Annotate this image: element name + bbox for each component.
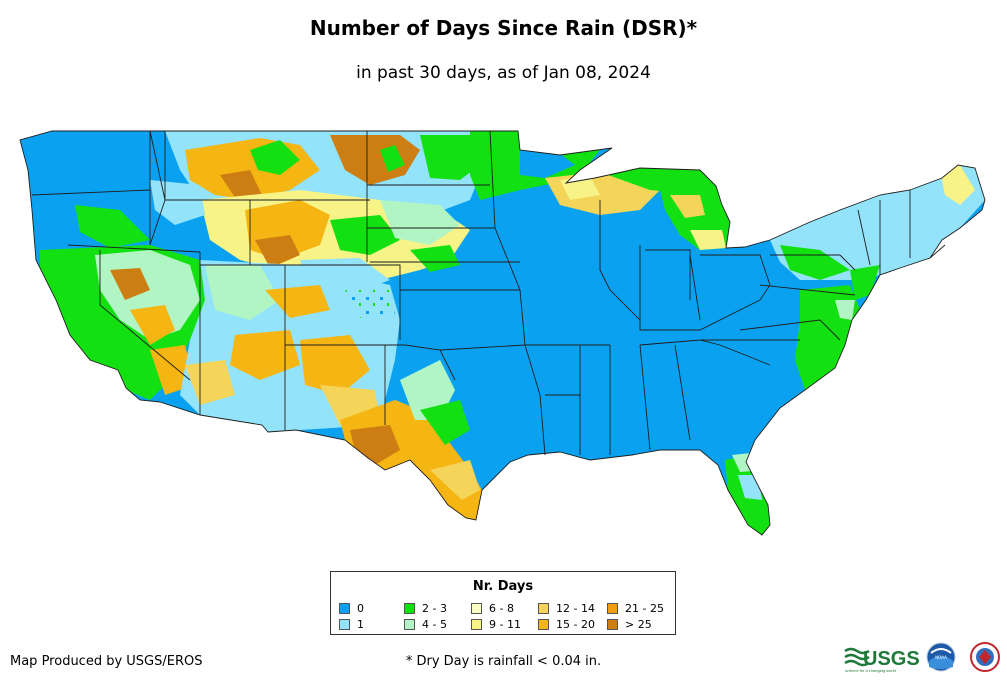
agency-logos: USGS science for a changing world NOAA bbox=[844, 642, 1000, 673]
legend-label-2: 2 - 3 bbox=[422, 602, 447, 615]
legend-item-2: 2 - 3 bbox=[404, 602, 447, 615]
map-subtitle: in past 30 days, as of Jan 08, 2024 bbox=[356, 63, 651, 83]
legend-title: Nr. Days bbox=[472, 579, 534, 594]
legend-item-0: 0 bbox=[339, 602, 364, 615]
legend-item-5: 9 - 11 bbox=[471, 618, 521, 631]
legend-item-7: 15 - 20 bbox=[538, 618, 595, 631]
legend-label-3: 4 - 5 bbox=[422, 618, 447, 631]
nws-logo bbox=[970, 642, 1000, 672]
legend-swatch-0 bbox=[339, 603, 350, 614]
legend-label-1: 1 bbox=[357, 618, 364, 631]
footnote-text: * Dry Day is rainfall < 0.04 in. bbox=[405, 654, 602, 669]
legend-swatch-8 bbox=[607, 603, 618, 614]
legend-item-8: 21 - 25 bbox=[607, 602, 664, 615]
map-title: Number of Days Since Rain (DSR)* bbox=[309, 16, 698, 40]
legend-label-9: > 25 bbox=[625, 618, 652, 631]
usgs-logo-text: USGS bbox=[863, 648, 920, 670]
legend-swatch-4 bbox=[471, 603, 482, 614]
legend-label-0: 0 bbox=[357, 602, 364, 615]
legend-swatch-5 bbox=[471, 619, 482, 630]
legend-swatch-9 bbox=[607, 619, 618, 630]
legend-label-6: 12 - 14 bbox=[556, 602, 595, 615]
legend-label-7: 15 - 20 bbox=[556, 618, 595, 631]
legend-label-8: 21 - 25 bbox=[625, 602, 664, 615]
legend-swatch-2 bbox=[404, 603, 415, 614]
legend-label-5: 9 - 11 bbox=[489, 618, 521, 631]
state-boundaries bbox=[19, 130, 986, 536]
legend-item-3: 4 - 5 bbox=[404, 618, 447, 631]
legend-panel: Nr. Days 0 1 2 - 3 4 - 5 6 - 8 9 - 11 12… bbox=[330, 571, 676, 635]
legend-swatch-1 bbox=[339, 619, 350, 630]
dsr-raster bbox=[20, 131, 985, 535]
legend-swatch-6 bbox=[538, 603, 549, 614]
legend-swatch-7 bbox=[538, 619, 549, 630]
usgs-logo-tagline: science for a changing world bbox=[845, 668, 896, 673]
credit-text: Map Produced by USGS/EROS bbox=[10, 654, 203, 669]
legend-item-9: > 25 bbox=[607, 618, 652, 631]
noaa-logo: NOAA bbox=[926, 642, 956, 672]
legend-swatch-3 bbox=[404, 619, 415, 630]
noaa-logo-text: NOAA bbox=[935, 655, 947, 660]
legend-item-6: 12 - 14 bbox=[538, 602, 595, 615]
legend-label-4: 6 - 8 bbox=[489, 602, 514, 615]
legend-item-4: 6 - 8 bbox=[471, 602, 514, 615]
legend-item-1: 1 bbox=[339, 618, 364, 631]
usgs-logo: USGS science for a changing world bbox=[844, 647, 920, 673]
